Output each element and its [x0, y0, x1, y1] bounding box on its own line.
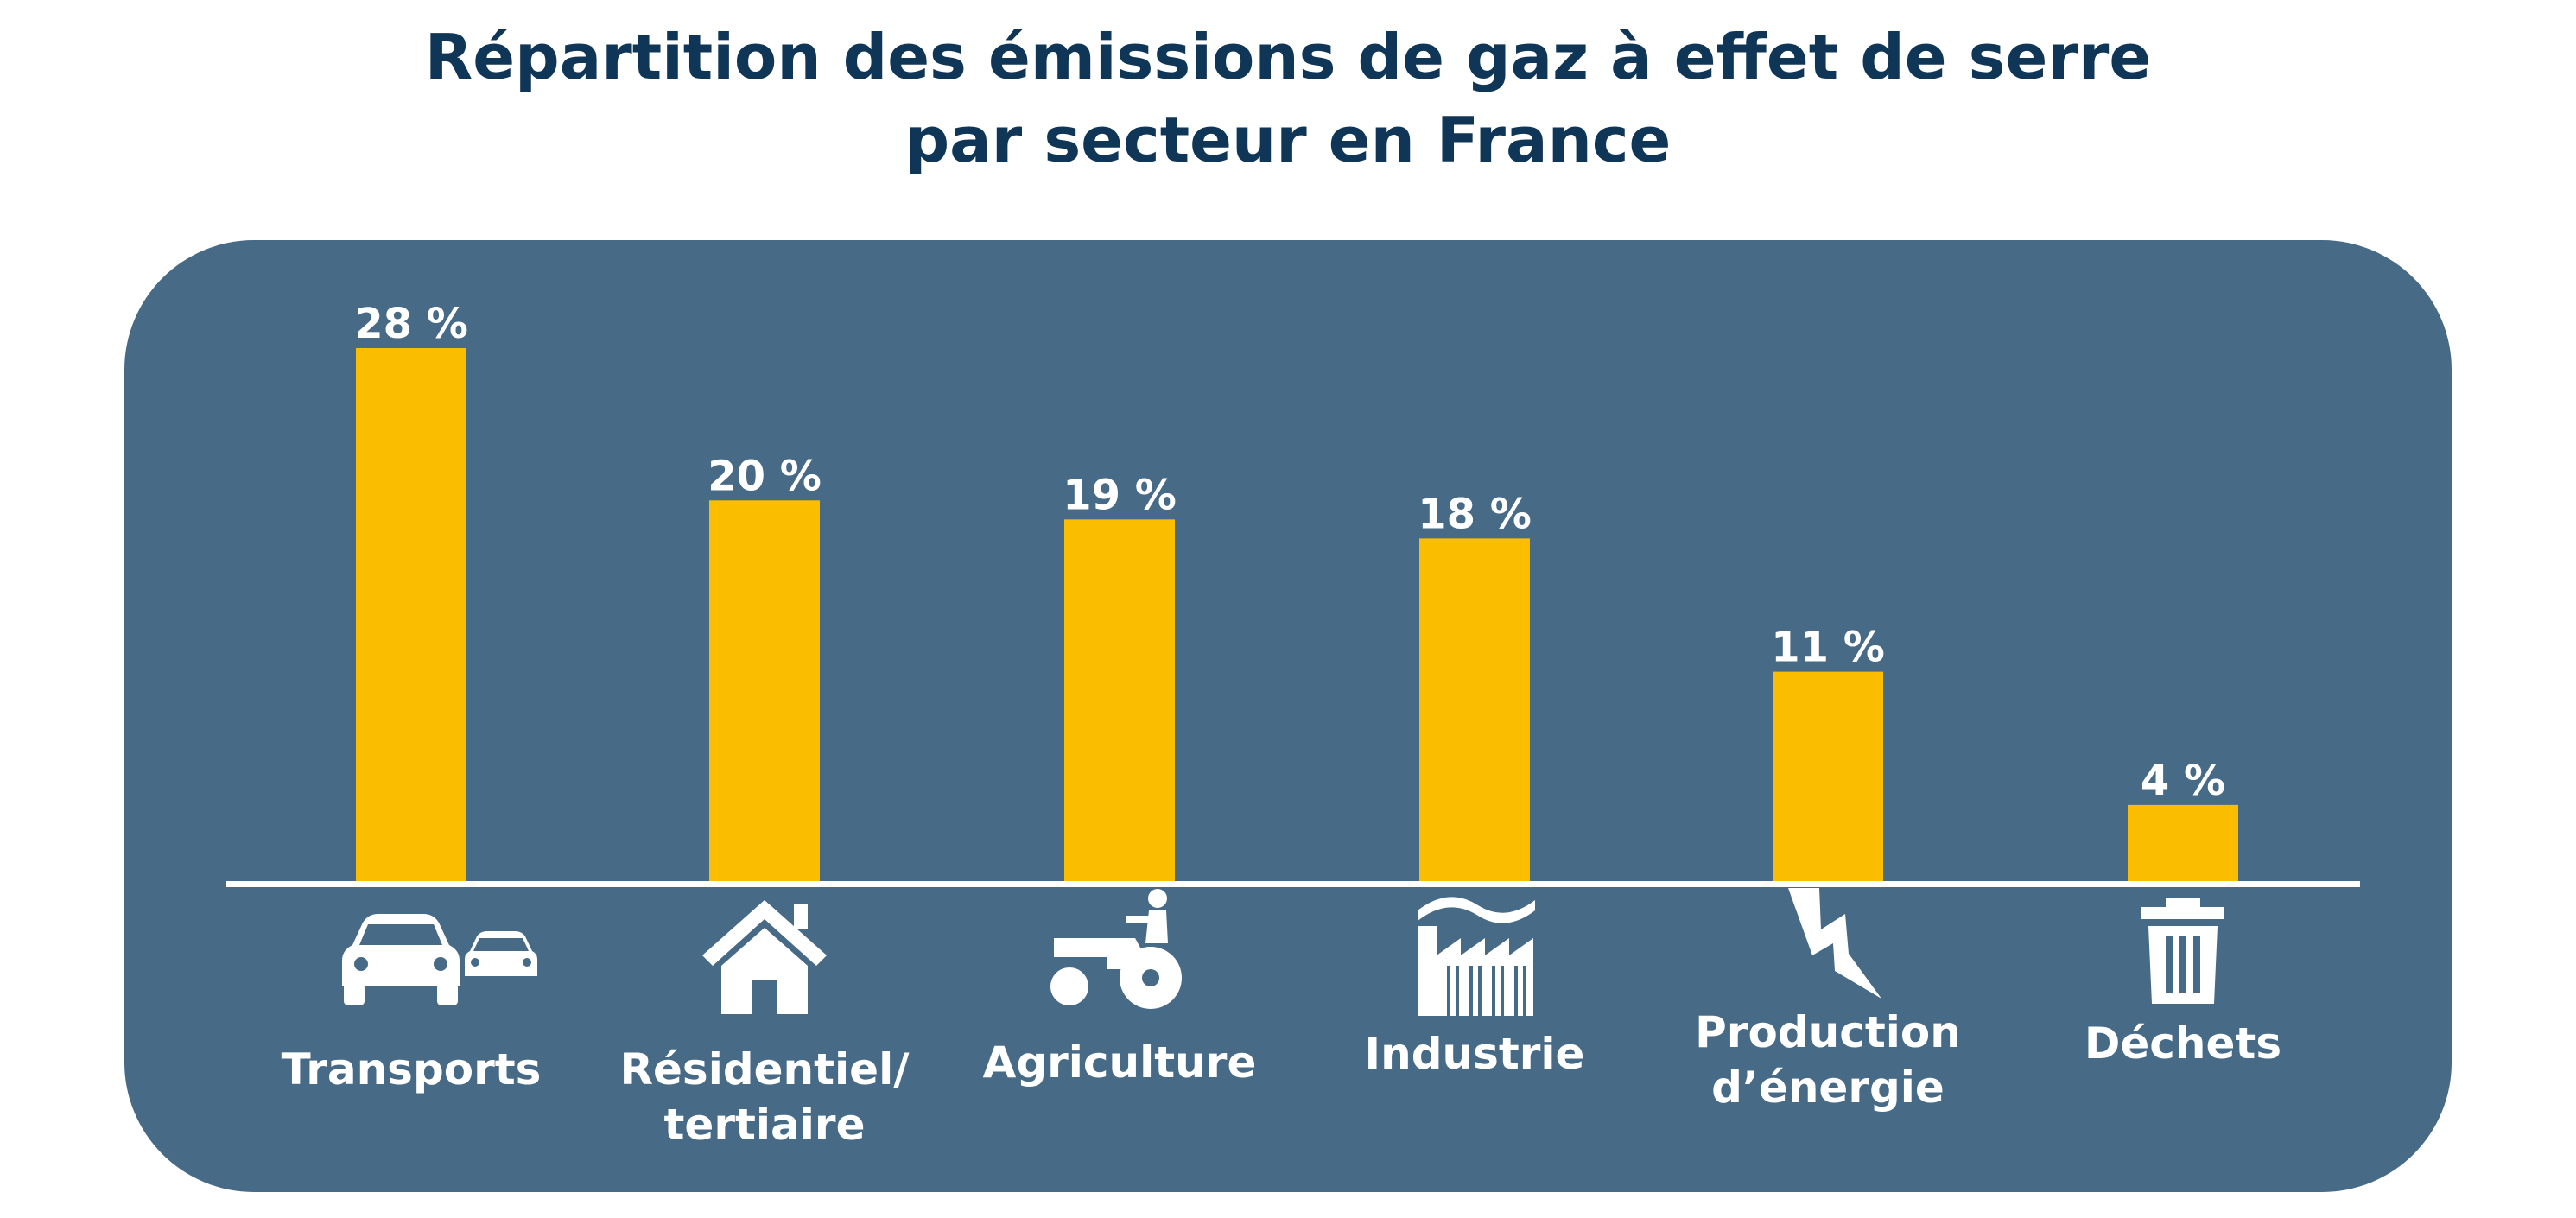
bar	[356, 348, 466, 881]
baseline	[226, 881, 2360, 887]
category-label: Production d’énergie	[1695, 1007, 1961, 1113]
house-icon	[702, 900, 827, 1014]
value-label: 11 %	[1771, 624, 1885, 672]
value-label: 4 %	[2141, 757, 2225, 805]
bar	[709, 500, 820, 881]
bar	[1064, 519, 1175, 881]
bar	[1773, 671, 1883, 881]
category-label: Agriculture	[983, 1037, 1257, 1088]
lightning-icon	[1788, 888, 1881, 999]
trash-icon	[2141, 898, 2224, 1004]
chart-title-line-2: par secteur en France	[904, 104, 1672, 176]
value-label: 18 %	[1418, 490, 1532, 538]
chart-panel	[124, 240, 2452, 1192]
value-label: 28 %	[354, 300, 468, 348]
category-label: Résidentiel/tertiaire	[620, 1044, 910, 1150]
value-label: 20 %	[707, 452, 822, 500]
category-label: Déchets	[2084, 1018, 2281, 1069]
value-label: 19 %	[1063, 471, 1177, 519]
chart-title-line-1: Répartition des émissions de gaz à effet…	[424, 21, 2152, 93]
category-label: Transports	[282, 1044, 542, 1094]
cars-icon	[342, 914, 537, 1005]
bar	[1419, 538, 1530, 881]
chart-title: Répartition des émissions de gaz à effet…	[0, 16, 2576, 181]
bar	[2128, 804, 2238, 881]
factory-icon	[1418, 897, 1535, 1016]
tractor-icon	[1050, 889, 1182, 1009]
category-label: Industrie	[1365, 1029, 1585, 1079]
